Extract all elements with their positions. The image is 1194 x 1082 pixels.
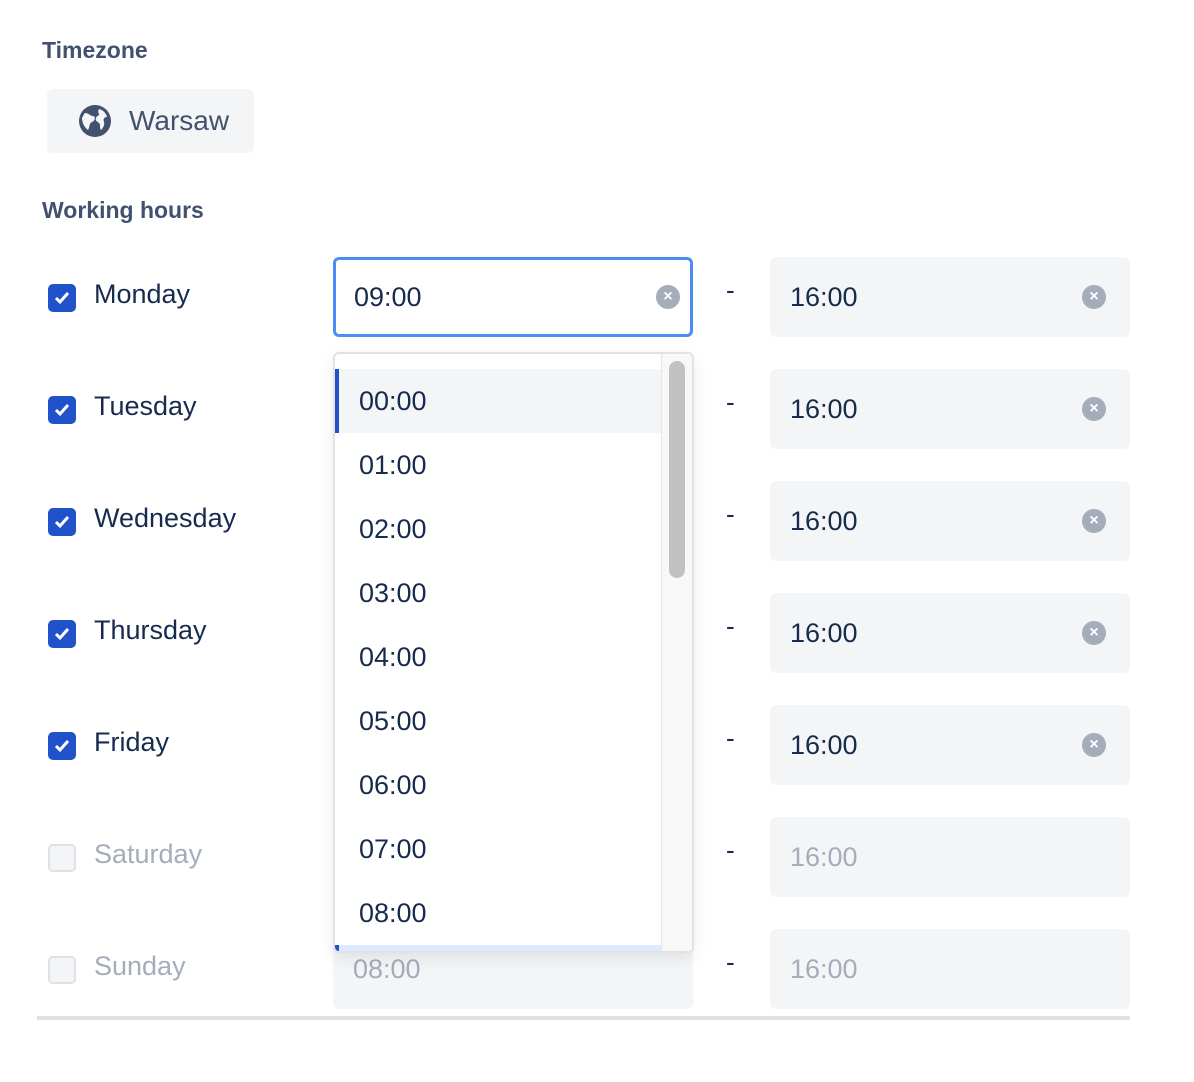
end-time-value: 16:00 [790, 282, 858, 312]
divider [37, 1016, 1130, 1020]
day-row-saturday: Saturday - 16:00 [0, 817, 1194, 897]
end-time-value: 16:00 [790, 618, 858, 648]
timezone-value: Warsaw [129, 105, 230, 136]
day-checkbox[interactable] [48, 396, 76, 424]
start-time-value: 08:00 [353, 954, 421, 984]
end-time-input[interactable]: 16:00 × [770, 481, 1130, 561]
day-checkbox[interactable] [48, 956, 76, 984]
check-icon [54, 292, 70, 305]
clear-icon[interactable]: × [1082, 733, 1106, 757]
end-time-input[interactable]: 16:00 × [770, 257, 1130, 337]
day-label: Tuesday [94, 391, 197, 421]
day-label: Monday [94, 279, 191, 309]
working-hours-label: Working hours [42, 197, 204, 223]
day-label: Saturday [94, 839, 203, 869]
clear-icon[interactable]: × [1082, 397, 1106, 421]
globe-icon [79, 105, 111, 137]
end-time-input[interactable]: 16:00 [770, 929, 1130, 1009]
day-label: Thursday [94, 615, 207, 645]
end-time-input[interactable]: 16:00 × [770, 593, 1130, 673]
timezone-button[interactable]: Warsaw [47, 89, 254, 153]
end-time-value: 16:00 [790, 842, 858, 872]
day-checkbox[interactable] [48, 620, 76, 648]
dropdown-option[interactable]: 02:00 [359, 514, 427, 544]
clear-icon[interactable]: × [656, 285, 680, 309]
clear-icon[interactable]: × [1082, 285, 1106, 309]
dropdown-option[interactable]: 07:00 [359, 834, 427, 864]
day-checkbox[interactable] [48, 844, 76, 872]
end-time-value: 16:00 [790, 954, 858, 984]
clear-icon[interactable]: × [1082, 621, 1106, 645]
dropdown-option[interactable]: 08:00 [359, 898, 427, 928]
separator: - [726, 499, 735, 529]
separator: - [726, 275, 735, 305]
dropdown-option[interactable]: 03:00 [359, 578, 427, 608]
day-label: Sunday [94, 951, 186, 981]
day-checkbox[interactable] [48, 732, 76, 760]
day-row-friday: Friday - 16:00 × [0, 705, 1194, 785]
day-row-monday: Monday 09:00 × - 16:00 × [0, 257, 1194, 337]
separator: - [726, 387, 735, 417]
check-icon [54, 516, 70, 529]
dropdown-option-partial[interactable] [335, 945, 665, 951]
scrollbar-thumb[interactable] [669, 361, 685, 578]
day-checkbox[interactable] [48, 284, 76, 312]
end-time-value: 16:00 [790, 730, 858, 760]
dropdown-option[interactable]: 04:00 [359, 642, 427, 672]
day-row-thursday: Thursday - 16:00 × [0, 593, 1194, 673]
dropdown-option[interactable]: 05:00 [359, 706, 427, 736]
end-time-input[interactable]: 16:00 × [770, 369, 1130, 449]
check-icon [54, 740, 70, 753]
end-time-value: 16:00 [790, 506, 858, 536]
day-row-wednesday: Wednesday - 16:00 × [0, 481, 1194, 561]
start-time-value: 09:00 [354, 282, 422, 312]
start-time-dropdown[interactable]: 00:00 01:00 02:00 03:00 04:00 05:00 06:00 07:00… [333, 352, 694, 953]
timezone-label: Timezone [42, 37, 148, 63]
day-checkbox[interactable] [48, 508, 76, 536]
separator: - [726, 835, 735, 865]
check-icon [54, 404, 70, 417]
day-label: Friday [94, 727, 170, 757]
dropdown-scrollbar[interactable] [661, 354, 692, 951]
day-label: Wednesday [94, 503, 237, 533]
dropdown-option[interactable]: 00:00 [335, 369, 665, 433]
end-time-input[interactable]: 16:00 × [770, 705, 1130, 785]
separator: - [726, 723, 735, 753]
day-row-tuesday: Tuesday - 16:00 × [0, 369, 1194, 449]
clear-icon[interactable]: × [1082, 509, 1106, 533]
dropdown-option[interactable]: 01:00 [359, 450, 427, 480]
end-time-input[interactable]: 16:00 [770, 817, 1130, 897]
dropdown-option[interactable]: 06:00 [359, 770, 427, 800]
separator: - [726, 611, 735, 641]
check-icon [54, 628, 70, 641]
end-time-value: 16:00 [790, 394, 858, 424]
separator: - [726, 947, 735, 977]
start-time-input[interactable]: 09:00 × [333, 257, 693, 337]
